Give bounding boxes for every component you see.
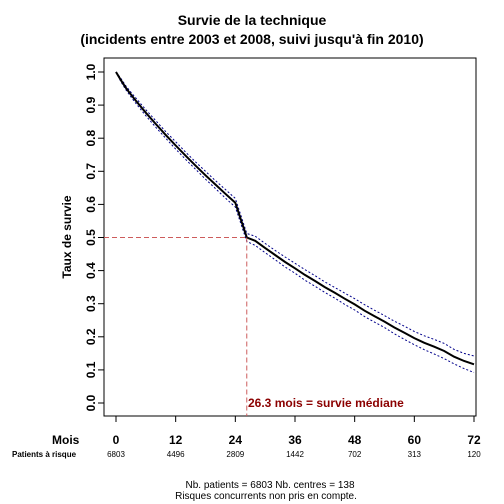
chart-title-line2: (incidents entre 2003 et 2008, suivi jus… [80,31,423,47]
at-risk-count: 4496 [167,450,185,459]
axes: 0.0 0.1 0.2 0.3 0.4 0.5 0.6 0.7 0.8 0.9 1.0 0 12 24 36… [84,57,481,447]
y-tick-label: 0.7 [84,163,98,180]
x-tick-label: 0 [113,433,120,447]
survival-curve [115,71,475,366]
plot-frame [103,57,477,417]
y-tick-label: 0.8 [84,130,98,147]
y-tick-label: 0.9 [84,96,98,113]
survival-estimate-line [115,71,475,366]
at-risk-count: 6803 [107,450,125,459]
x-tick-label: 48 [348,433,362,447]
footer-line1: Nb. patients = 6803 Nb. centres = 138 [186,480,355,491]
y-tick-label: 0.2 [84,328,98,345]
confidence-bands [115,71,475,373]
x-tick-label: 60 [408,433,422,447]
chart-title-line1: Survie de la technique [178,12,327,28]
x-row-label: Mois [52,433,80,447]
at-risk-row: 6803 4496 2809 1442 702 313 120 [107,450,481,459]
y-tick-label: 0.4 [84,262,98,279]
y-axis-label: Taux de survie [60,195,74,278]
x-tick-label: 36 [288,433,302,447]
at-risk-count: 702 [348,450,362,459]
y-tick-label: 0.6 [84,196,98,213]
at-risk-count: 120 [467,450,481,459]
risk-row-label: Patients à risque [12,450,77,459]
at-risk-count: 2809 [226,450,244,459]
lower-ci-line [115,71,475,373]
upper-ci-line [115,71,475,357]
x-tick-label: 72 [467,433,481,447]
median-annotation: 26.3 mois = survie médiane [248,396,404,410]
y-tick-label: 0.3 [84,295,98,312]
y-tick-label: 0.1 [84,361,98,378]
y-tick-label: 0.0 [84,394,98,411]
at-risk-count: 313 [408,450,422,459]
median-guides [104,237,248,416]
y-tick-label: 0.5 [84,229,98,246]
footer-line2: Risques concurrents non pris en compte. [175,491,357,502]
x-tick-label: 12 [169,433,183,447]
at-risk-count: 1442 [286,450,304,459]
y-tick-label: 1.0 [84,63,98,80]
x-tick-label: 24 [229,433,243,447]
